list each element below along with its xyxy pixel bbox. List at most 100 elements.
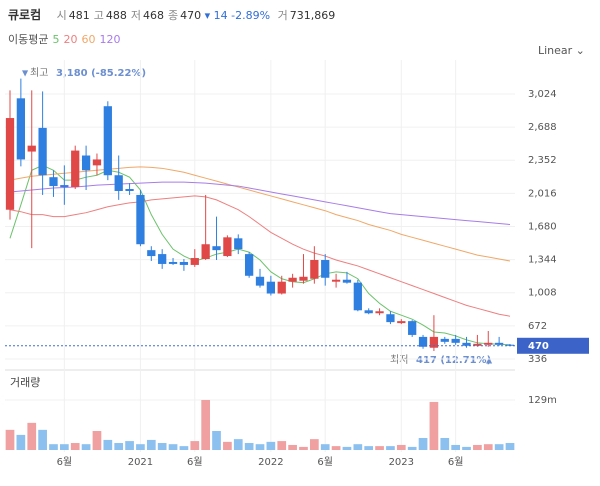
ma-line (9, 181, 511, 226)
volume-bar (299, 446, 308, 450)
last-price-tag (517, 337, 589, 354)
candle-body (266, 281, 275, 294)
candle-body (245, 254, 254, 276)
quote-key: 시 (56, 9, 67, 22)
volume-bar (49, 444, 58, 450)
volume-bar (462, 446, 471, 450)
volume-bar (81, 444, 91, 450)
volume-bar (364, 446, 374, 450)
y-tick-label: 1,008 (528, 288, 557, 299)
volume-bar (125, 441, 134, 450)
candle-body (136, 194, 145, 245)
candle-body (71, 150, 80, 188)
candle-body (5, 118, 15, 210)
y-tick-label: 2,352 (528, 155, 557, 166)
volume-bar (277, 441, 287, 450)
ma-legend: 이동평균 5 20 60 120 (8, 31, 120, 47)
ma-title: 이동평균 (8, 33, 49, 46)
candle-body (321, 260, 330, 278)
volume-bar (505, 443, 515, 450)
quote-items: 시 481 고 488 저 468 종 470 (53, 9, 202, 22)
y-tick-label: 672 (528, 321, 547, 332)
volume-bar (233, 439, 243, 450)
low-arrow: ▲ (486, 356, 493, 365)
y-tick-label: 1,344 (528, 255, 557, 266)
volume-bar (342, 446, 352, 450)
candle-body (462, 342, 471, 346)
quote-value: 481 (68, 9, 90, 22)
scale-toggle[interactable]: Linear ⌄ (538, 44, 585, 57)
candle-body (168, 261, 178, 264)
volume-bar (201, 400, 210, 450)
volume-bar (136, 444, 145, 450)
scale-label[interactable]: Linear (538, 44, 573, 57)
candle-body (375, 311, 384, 314)
candle-body (255, 276, 265, 286)
volume-bar (266, 441, 276, 450)
quote-header: 큐로컴 시 481 고 488 저 468 종 470 ▾ 14 -2.89% 거 731,86… (8, 6, 335, 23)
candle-body (386, 314, 395, 323)
x-tick-label: 6월 (187, 456, 203, 468)
legend-entry: 20 (63, 33, 78, 46)
low-label: 최저 (390, 354, 408, 366)
candle-body (179, 261, 189, 265)
legend-entry: 60 (81, 33, 96, 46)
legend-entry: 120 (99, 33, 121, 46)
x-tick-label: 6월 (57, 456, 73, 468)
volume-bar (179, 446, 189, 450)
volume-bar (353, 444, 363, 450)
candle-body (190, 258, 199, 265)
volume-bar (223, 441, 232, 450)
candle-body (16, 98, 25, 160)
volume-bar (60, 444, 69, 450)
volume-bar (16, 434, 26, 450)
y-tick-label: 1,680 (528, 221, 557, 232)
volume-bar (27, 422, 37, 450)
quote-value: 488 (105, 9, 127, 22)
quote-key: 종 (168, 9, 179, 22)
x-tick-label: 6월 (317, 456, 333, 468)
quote-key: 저 (130, 9, 141, 22)
y-tick-label: 2,016 (528, 188, 557, 199)
volume-bar (5, 429, 15, 450)
y-tick-label: 2,688 (528, 122, 557, 133)
candle-body (103, 106, 112, 176)
x-tick-label: 2021 (128, 457, 153, 468)
candle-body (451, 338, 460, 343)
stock-name: 큐로컴 (8, 8, 42, 22)
candle-body (223, 237, 232, 257)
volume-tick-label: 129m (528, 395, 557, 406)
volume-bar (451, 444, 460, 450)
candle-body (92, 159, 102, 166)
y-tick-label: 3,024 (528, 89, 557, 100)
candle-body (331, 279, 341, 282)
candle-body (114, 175, 123, 191)
candle-body (473, 343, 482, 346)
change-pct: -2.89% (231, 9, 271, 22)
volume-bar (310, 439, 319, 450)
quote-value: 468 (143, 9, 164, 22)
volume-key: 거 (277, 9, 288, 22)
ma-line (9, 166, 511, 262)
volume-bar (473, 444, 482, 450)
candle-body (342, 279, 352, 283)
volume-bar (190, 441, 200, 450)
volume-value: 731,869 (289, 9, 336, 22)
candle-body (505, 344, 515, 346)
quote-value: 470 (180, 9, 202, 22)
low-value: 417 (12.71%) (416, 355, 491, 366)
quote-key: 고 (93, 9, 104, 22)
candle-body (147, 250, 156, 257)
high-arrow: ▼ (22, 69, 29, 78)
volume-bar (146, 439, 156, 450)
candle-body (38, 127, 47, 176)
candle-body (158, 254, 167, 264)
volume-bar (288, 444, 297, 450)
candle-body (277, 281, 286, 294)
candle-body (288, 277, 297, 282)
x-tick-label: 6월 (448, 456, 464, 468)
candle-body (201, 244, 210, 260)
change-arrow: ▾ (204, 9, 211, 22)
